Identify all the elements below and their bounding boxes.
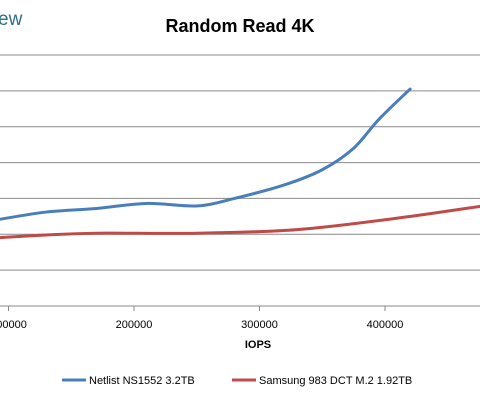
series-line: [0, 204, 480, 240]
chart-title: Random Read 4K: [165, 16, 314, 36]
series-line: [0, 87, 412, 221]
x-tick-label: 400000: [367, 319, 404, 331]
x-tick-label: 300000: [241, 319, 278, 331]
legend-label: Samsung 983 DCT M.2 1.92TB: [259, 375, 412, 387]
logo-text: ew: [0, 9, 23, 30]
legend-label: Netlist NS1552 3.2TB: [89, 375, 195, 387]
x-axis-label: IOPS: [245, 339, 271, 351]
x-tick-label: 100000: [0, 319, 27, 331]
x-tick-label: 200000: [116, 319, 153, 331]
